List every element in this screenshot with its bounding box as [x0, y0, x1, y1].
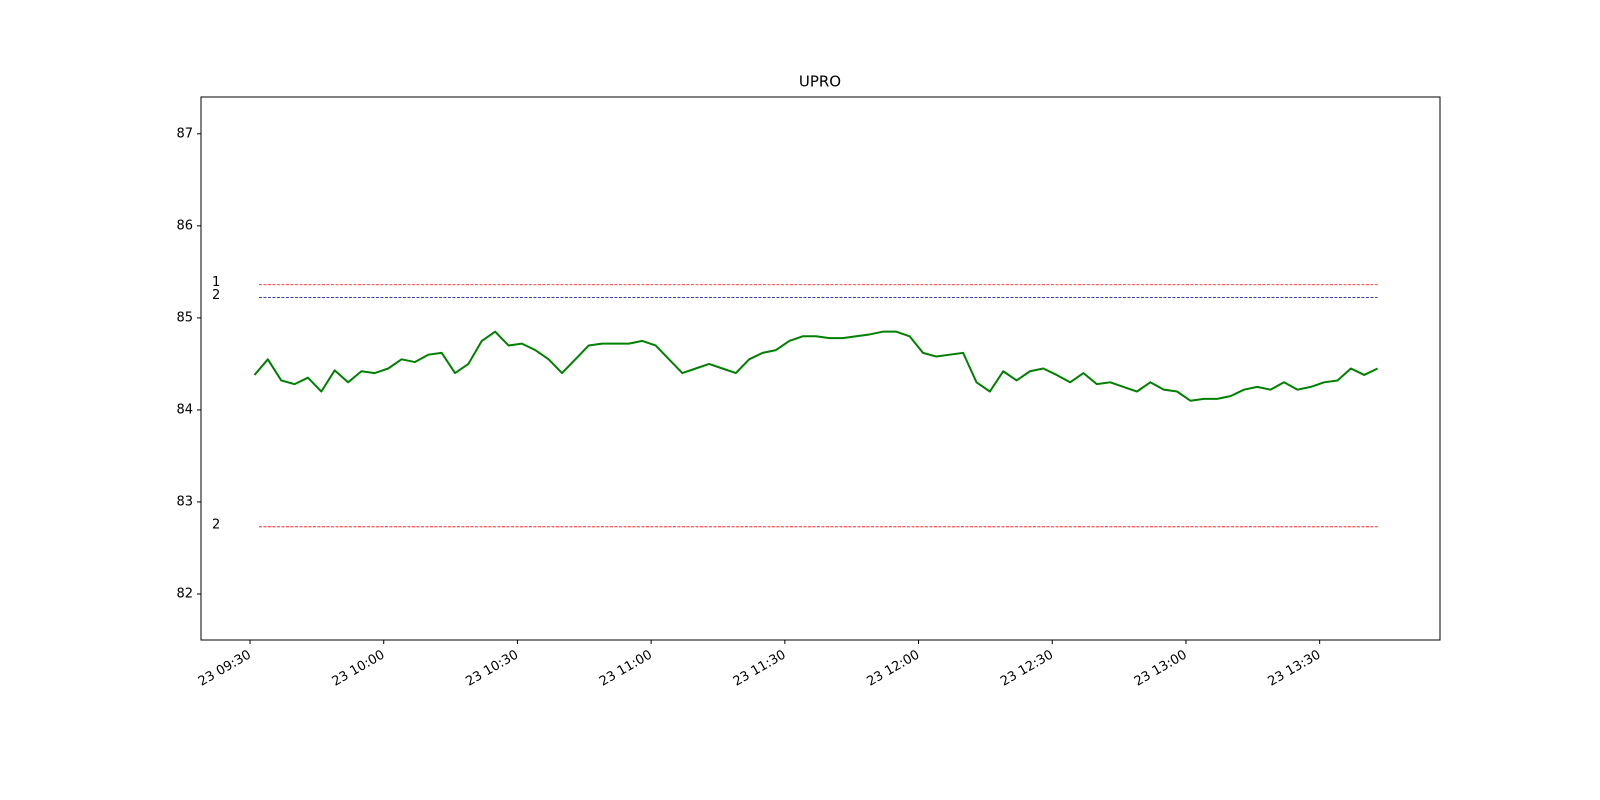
- level-label: 2: [212, 288, 220, 303]
- y-tick-label: 84: [176, 402, 193, 417]
- x-tick-label: 23 10:30: [463, 648, 521, 690]
- y-tick-label: 85: [176, 310, 193, 325]
- x-tick-label: 23 12:00: [864, 648, 922, 690]
- level-label: 2: [212, 517, 220, 532]
- x-tick-label: 23 09:30: [196, 648, 254, 690]
- y-tick-label: 82: [176, 586, 193, 601]
- y-tick-label: 87: [176, 126, 193, 141]
- x-tick-label: 23 13:00: [1132, 648, 1190, 690]
- y-tick-label: 86: [176, 218, 193, 233]
- x-tick-label: 23 10:00: [330, 648, 388, 690]
- plot-frame: [200, 96, 1441, 641]
- y-tick-label: 83: [176, 494, 193, 509]
- x-tick-label: 23 13:30: [1266, 648, 1324, 690]
- x-tick-label: 23 12:30: [998, 648, 1056, 690]
- price-line: [253, 330, 1379, 402]
- x-tick-label: 23 11:30: [731, 648, 789, 690]
- chart-title: UPRO: [799, 73, 841, 91]
- x-tick-label: 23 11:00: [597, 648, 655, 690]
- level-label: 1: [212, 275, 220, 290]
